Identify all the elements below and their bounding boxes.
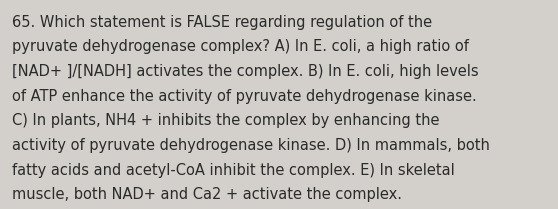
Text: activity of pyruvate dehydrogenase kinase. D) In mammals, both: activity of pyruvate dehydrogenase kinas… [12, 138, 490, 153]
Text: 65. Which statement is FALSE regarding regulation of the: 65. Which statement is FALSE regarding r… [12, 15, 432, 30]
Text: C) In plants, NH4 + inhibits the complex by enhancing the: C) In plants, NH4 + inhibits the complex… [12, 113, 440, 128]
Text: muscle, both NAD+ and Ca2 + activate the complex.: muscle, both NAD+ and Ca2 + activate the… [12, 187, 402, 202]
Text: fatty acids and acetyl-CoA inhibit the complex. E) In skeletal: fatty acids and acetyl-CoA inhibit the c… [12, 163, 455, 178]
Text: [NAD+ ]/[NADH] activates the complex. B) In E. coli, high levels: [NAD+ ]/[NADH] activates the complex. B)… [12, 64, 479, 79]
Text: of ATP enhance the activity of pyruvate dehydrogenase kinase.: of ATP enhance the activity of pyruvate … [12, 89, 477, 104]
Text: pyruvate dehydrogenase complex? A) In E. coli, a high ratio of: pyruvate dehydrogenase complex? A) In E.… [12, 39, 469, 54]
